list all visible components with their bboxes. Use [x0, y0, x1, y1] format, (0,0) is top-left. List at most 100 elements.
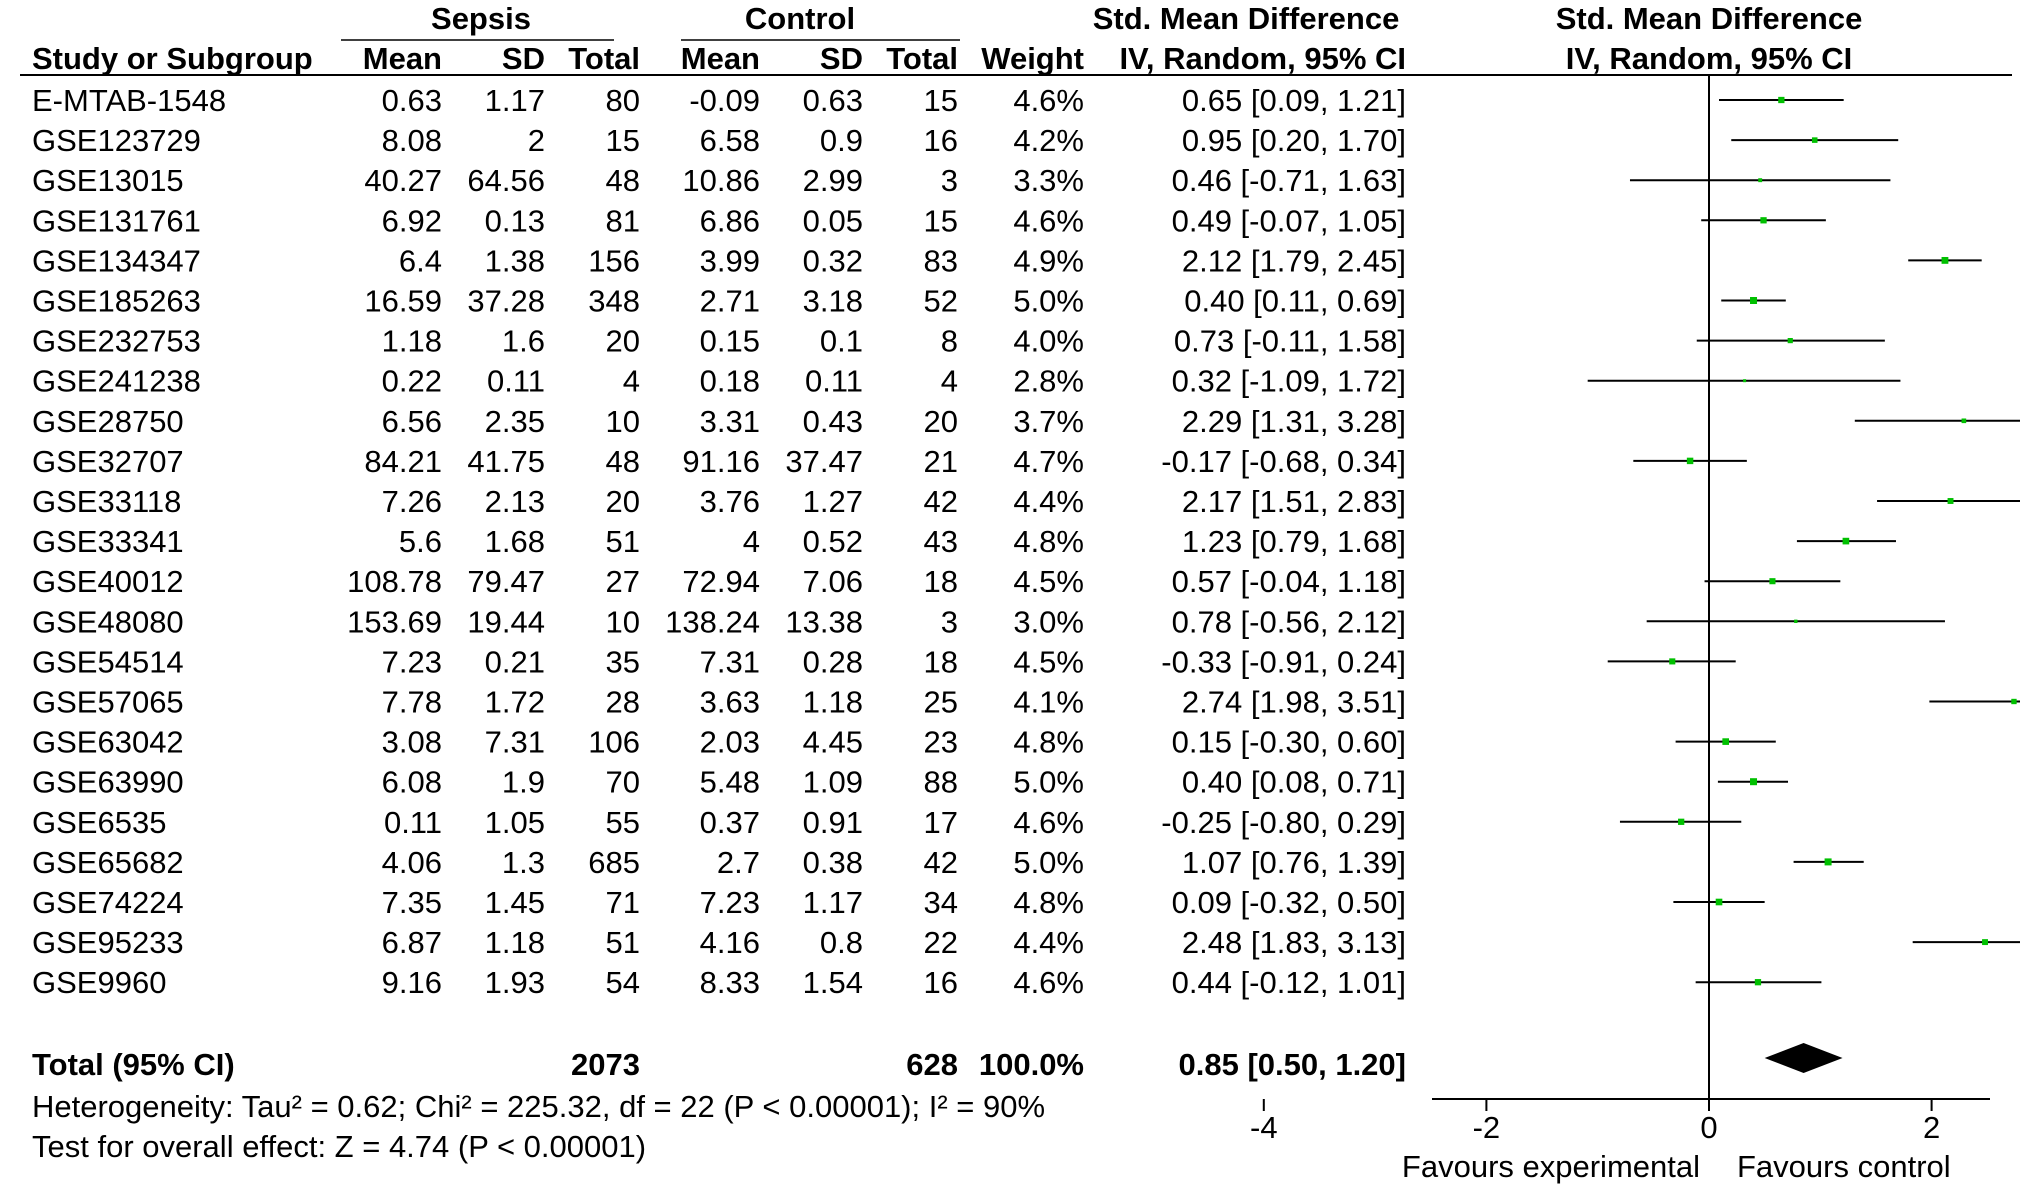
study-name: GSE134347 [32, 243, 201, 278]
sepsis-sd: 0.21 [485, 644, 545, 679]
sepsis-sd: 1.72 [485, 685, 545, 720]
sepsis-total: 156 [588, 243, 640, 278]
study-weight: 4.6% [1013, 83, 1084, 118]
control-total: 42 [924, 484, 958, 519]
sepsis-mean: 6.92 [382, 203, 442, 238]
table-row: GSE48080 153.69 19.44 10 138.24 13.38 3 3.0% 0.7… [32, 604, 1406, 639]
study-weight: 5.0% [1013, 845, 1084, 880]
study-ci: 0.65 [0.09, 1.21] [1182, 83, 1406, 118]
plot-column-header: Std. Mean Difference [1556, 1, 1863, 36]
sepsis-sd: 2.13 [485, 484, 545, 519]
sepsis-sd: 1.68 [485, 524, 545, 559]
control-sd: 1.27 [803, 484, 863, 519]
study-weight: 4.5% [1013, 564, 1084, 599]
control-sd: 0.43 [803, 404, 863, 439]
study-column-header: Study or Subgroup [32, 41, 313, 76]
sepsis-total: 15 [606, 123, 640, 158]
control-mean: 138.24 [665, 604, 760, 639]
control-sd: 0.11 [805, 364, 863, 399]
sepsis-total: 685 [588, 845, 640, 880]
x-tick-label: 2 [1923, 1110, 1940, 1145]
study-name: GSE32707 [32, 444, 184, 479]
control-total: 4 [941, 364, 958, 399]
table-row: GSE33341 5.6 1.68 51 4 0.52 43 4.8% 1.23 [0.79, … [32, 524, 1406, 559]
control-sd: 0.38 [803, 845, 863, 880]
effect-method-header: IV, Random, 95% CI [1119, 41, 1406, 76]
study-name: GSE232753 [32, 324, 201, 359]
sepsis-mean: 16.59 [364, 284, 442, 319]
table-row: GSE123729 8.08 2 15 6.58 0.9 16 4.2% 0.95 [0.20,… [32, 123, 1406, 158]
control-sd: 1.17 [803, 885, 863, 920]
favours-experimental-label: Favours experimental [1402, 1149, 1700, 1184]
study-weight: 4.9% [1013, 243, 1084, 278]
study-ci: 2.29 [1.31, 3.28] [1182, 404, 1406, 439]
control-mean: 6.58 [700, 123, 760, 158]
study-ci: -0.25 [-0.80, 0.29] [1161, 805, 1406, 840]
control-group-header: Control [745, 1, 855, 36]
sepsis-mean: 0.63 [382, 83, 442, 118]
control-sd: 0.1 [820, 324, 863, 359]
sepsis-sd: 2 [528, 123, 545, 158]
study-name: GSE48080 [32, 604, 184, 639]
control-total-header: Total [886, 41, 958, 76]
sepsis-total: 48 [606, 444, 640, 479]
study-ci: 0.46 [-0.71, 1.63] [1172, 163, 1406, 198]
study-ci: 2.12 [1.79, 2.45] [1182, 243, 1406, 278]
sepsis-total: 10 [606, 404, 640, 439]
table-row: GSE28750 6.56 2.35 10 3.31 0.43 20 3.7% 2.29 [1.… [32, 404, 1406, 439]
control-total: 17 [924, 805, 958, 840]
control-sd: 1.09 [803, 765, 863, 800]
control-total: 8 [941, 324, 958, 359]
control-total: 43 [924, 524, 958, 559]
effect-marker [1941, 256, 1949, 264]
sepsis-total: 55 [606, 805, 640, 840]
study-weight: 3.0% [1013, 604, 1084, 639]
study-weight: 5.0% [1013, 765, 1084, 800]
control-mean: 2.7 [717, 845, 760, 880]
effect-marker [1750, 297, 1758, 304]
table-row: GSE54514 7.23 0.21 35 7.31 0.28 18 4.5% -0.33 [-… [32, 644, 1406, 679]
control-mean: 3.76 [700, 484, 760, 519]
control-mean: 7.23 [700, 885, 760, 920]
sepsis-sd-header: SD [502, 41, 545, 76]
table-row: GSE241238 0.22 0.11 4 0.18 0.11 4 2.8% 0.32 [-1.… [32, 364, 1406, 399]
control-sd: 13.38 [785, 604, 863, 639]
study-name: GSE95233 [32, 925, 184, 960]
sepsis-mean: 0.22 [382, 364, 442, 399]
study-weight: 4.6% [1013, 805, 1084, 840]
control-total: 22 [924, 925, 958, 960]
control-total: 88 [924, 765, 958, 800]
sepsis-sd: 79.47 [467, 564, 545, 599]
sepsis-sd: 1.18 [485, 925, 545, 960]
control-mean: 0.15 [700, 324, 760, 359]
table-row: GSE95233 6.87 1.18 51 4.16 0.8 22 4.4% 2.48 [1.8… [32, 925, 1406, 960]
study-ci: 0.15 [-0.30, 0.60] [1172, 725, 1406, 760]
study-name: GSE65682 [32, 845, 184, 880]
study-ci: 1.23 [0.79, 1.68] [1182, 524, 1406, 559]
control-sd: 0.63 [803, 83, 863, 118]
study-ci: 0.57 [-0.04, 1.18] [1172, 564, 1406, 599]
table-row: GSE134347 6.4 1.38 156 3.99 0.32 83 4.9% 2.12 [1… [32, 243, 1406, 278]
weight-header: Weight [981, 41, 1084, 76]
study-ci: -0.33 [-0.91, 0.24] [1161, 644, 1406, 679]
sepsis-sd: 1.6 [502, 324, 545, 359]
study-weight: 4.0% [1013, 324, 1084, 359]
table-row: GSE40012 108.78 79.47 27 72.94 7.06 18 4.5% 0.57… [32, 564, 1406, 599]
study-name: GSE63990 [32, 765, 184, 800]
study-ci: 2.48 [1.83, 3.13] [1182, 925, 1406, 960]
control-mean: 4 [743, 524, 760, 559]
sepsis-total: 28 [606, 685, 640, 720]
sepsis-total: 20 [606, 484, 640, 519]
sepsis-mean: 0.11 [384, 805, 442, 840]
sepsis-mean: 7.78 [382, 685, 442, 720]
control-mean: 7.31 [700, 644, 760, 679]
effect-marker [1754, 979, 1762, 986]
sepsis-total: 348 [588, 284, 640, 319]
table-row: GSE65682 4.06 1.3 685 2.7 0.38 42 5.0% 1.07 [0.7… [32, 845, 1406, 880]
control-sd: 3.18 [803, 284, 863, 319]
table-row: GSE63042 3.08 7.31 106 2.03 4.45 23 4.8% 0.15 [-… [32, 725, 1406, 760]
sepsis-sd: 41.75 [467, 444, 545, 479]
sepsis-mean: 8.08 [382, 123, 442, 158]
table-row: GSE232753 1.18 1.6 20 0.15 0.1 8 4.0% 0.73 [-0.1… [32, 324, 1406, 359]
total-ci: 0.85 [0.50, 1.20] [1179, 1047, 1407, 1082]
